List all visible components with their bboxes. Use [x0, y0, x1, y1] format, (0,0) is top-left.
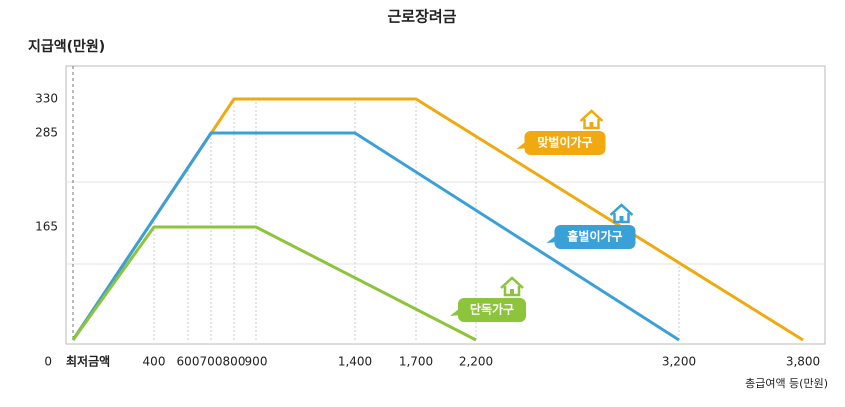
x-tick-label: 600: [177, 355, 200, 369]
house-icon: [579, 109, 604, 130]
legend-badge: 홑벌이가구: [546, 203, 636, 249]
badge-pointer: [546, 235, 559, 243]
x-tick-label: 800: [223, 355, 246, 369]
y-tick-label: 330: [35, 92, 58, 106]
badge-pointer: [450, 308, 462, 316]
house-icon: [609, 203, 634, 224]
x-tick-label: 1,700: [399, 355, 433, 369]
plot-frame: [65, 65, 826, 345]
legend-label: 단독가구: [470, 302, 514, 317]
house-icon: [500, 276, 524, 297]
x-tick-label: 3,800: [786, 355, 820, 369]
y-tick-label: 0: [44, 355, 52, 369]
y-axis-label: 지급액(만원): [28, 38, 105, 55]
series-line: [71, 225, 477, 342]
badge-box: [554, 225, 636, 249]
x-tick-label: 2,200: [459, 355, 493, 369]
legend-label: 맞벌이가구: [537, 135, 592, 150]
house-window: [510, 289, 514, 294]
y-tick-label: 165: [35, 220, 58, 234]
x-tick-label: 3,200: [662, 355, 696, 369]
badge-box: [458, 298, 526, 322]
chart-title: 근로장려금: [387, 8, 456, 26]
x-tick-label: 최저금액: [66, 354, 110, 369]
legend-badge: 단독가구: [450, 276, 526, 322]
x-tick-label: 900: [245, 355, 268, 369]
house-window: [619, 216, 624, 221]
house-window: [589, 122, 594, 127]
x-tick-label: 700: [200, 355, 223, 369]
x-axis-label: 총급여액 등(만원): [745, 377, 828, 390]
series-line: [71, 131, 680, 342]
x-tick-label: 400: [143, 355, 166, 369]
y-tick-label: 285: [35, 126, 58, 140]
legend-badge: 맞벌이가구: [516, 109, 606, 155]
x-tick-label: 1,400: [338, 355, 372, 369]
badge-pointer: [516, 141, 529, 149]
legend-label: 홑벌이가구: [567, 229, 622, 244]
badge-box: [524, 131, 606, 155]
